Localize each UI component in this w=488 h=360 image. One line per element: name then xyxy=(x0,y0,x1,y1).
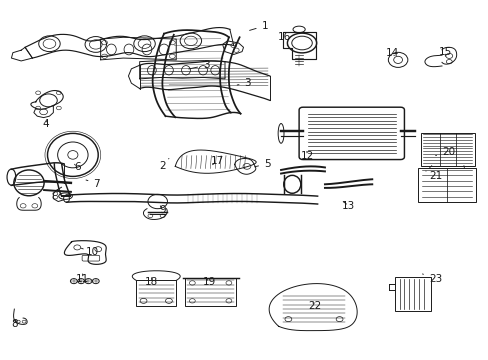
Text: 12: 12 xyxy=(300,150,313,161)
Bar xyxy=(184,278,236,306)
Text: 5: 5 xyxy=(254,159,270,169)
Text: 22: 22 xyxy=(307,301,321,311)
Text: 23: 23 xyxy=(422,274,441,284)
Text: 10: 10 xyxy=(81,247,99,257)
Text: 9: 9 xyxy=(159,206,165,216)
Text: 20: 20 xyxy=(435,147,454,157)
Text: 21: 21 xyxy=(425,171,441,181)
Text: 7: 7 xyxy=(86,179,100,189)
Text: 19: 19 xyxy=(203,277,216,287)
Text: 17: 17 xyxy=(210,156,223,166)
Text: 8: 8 xyxy=(11,319,18,329)
Text: 15: 15 xyxy=(438,46,451,57)
Text: 18: 18 xyxy=(144,277,158,287)
Text: 16: 16 xyxy=(277,32,290,45)
Text: 6: 6 xyxy=(74,162,81,172)
Bar xyxy=(420,134,474,166)
Text: 3: 3 xyxy=(237,78,251,88)
Text: 11: 11 xyxy=(76,274,89,284)
Text: 14: 14 xyxy=(385,48,398,58)
Text: 3: 3 xyxy=(188,60,209,70)
Text: 2: 2 xyxy=(159,158,168,171)
Bar xyxy=(394,277,430,311)
Text: 1: 1 xyxy=(249,21,267,31)
Text: 13: 13 xyxy=(341,201,355,211)
Bar xyxy=(136,280,176,306)
Text: 4: 4 xyxy=(42,120,49,129)
Bar xyxy=(417,168,475,202)
